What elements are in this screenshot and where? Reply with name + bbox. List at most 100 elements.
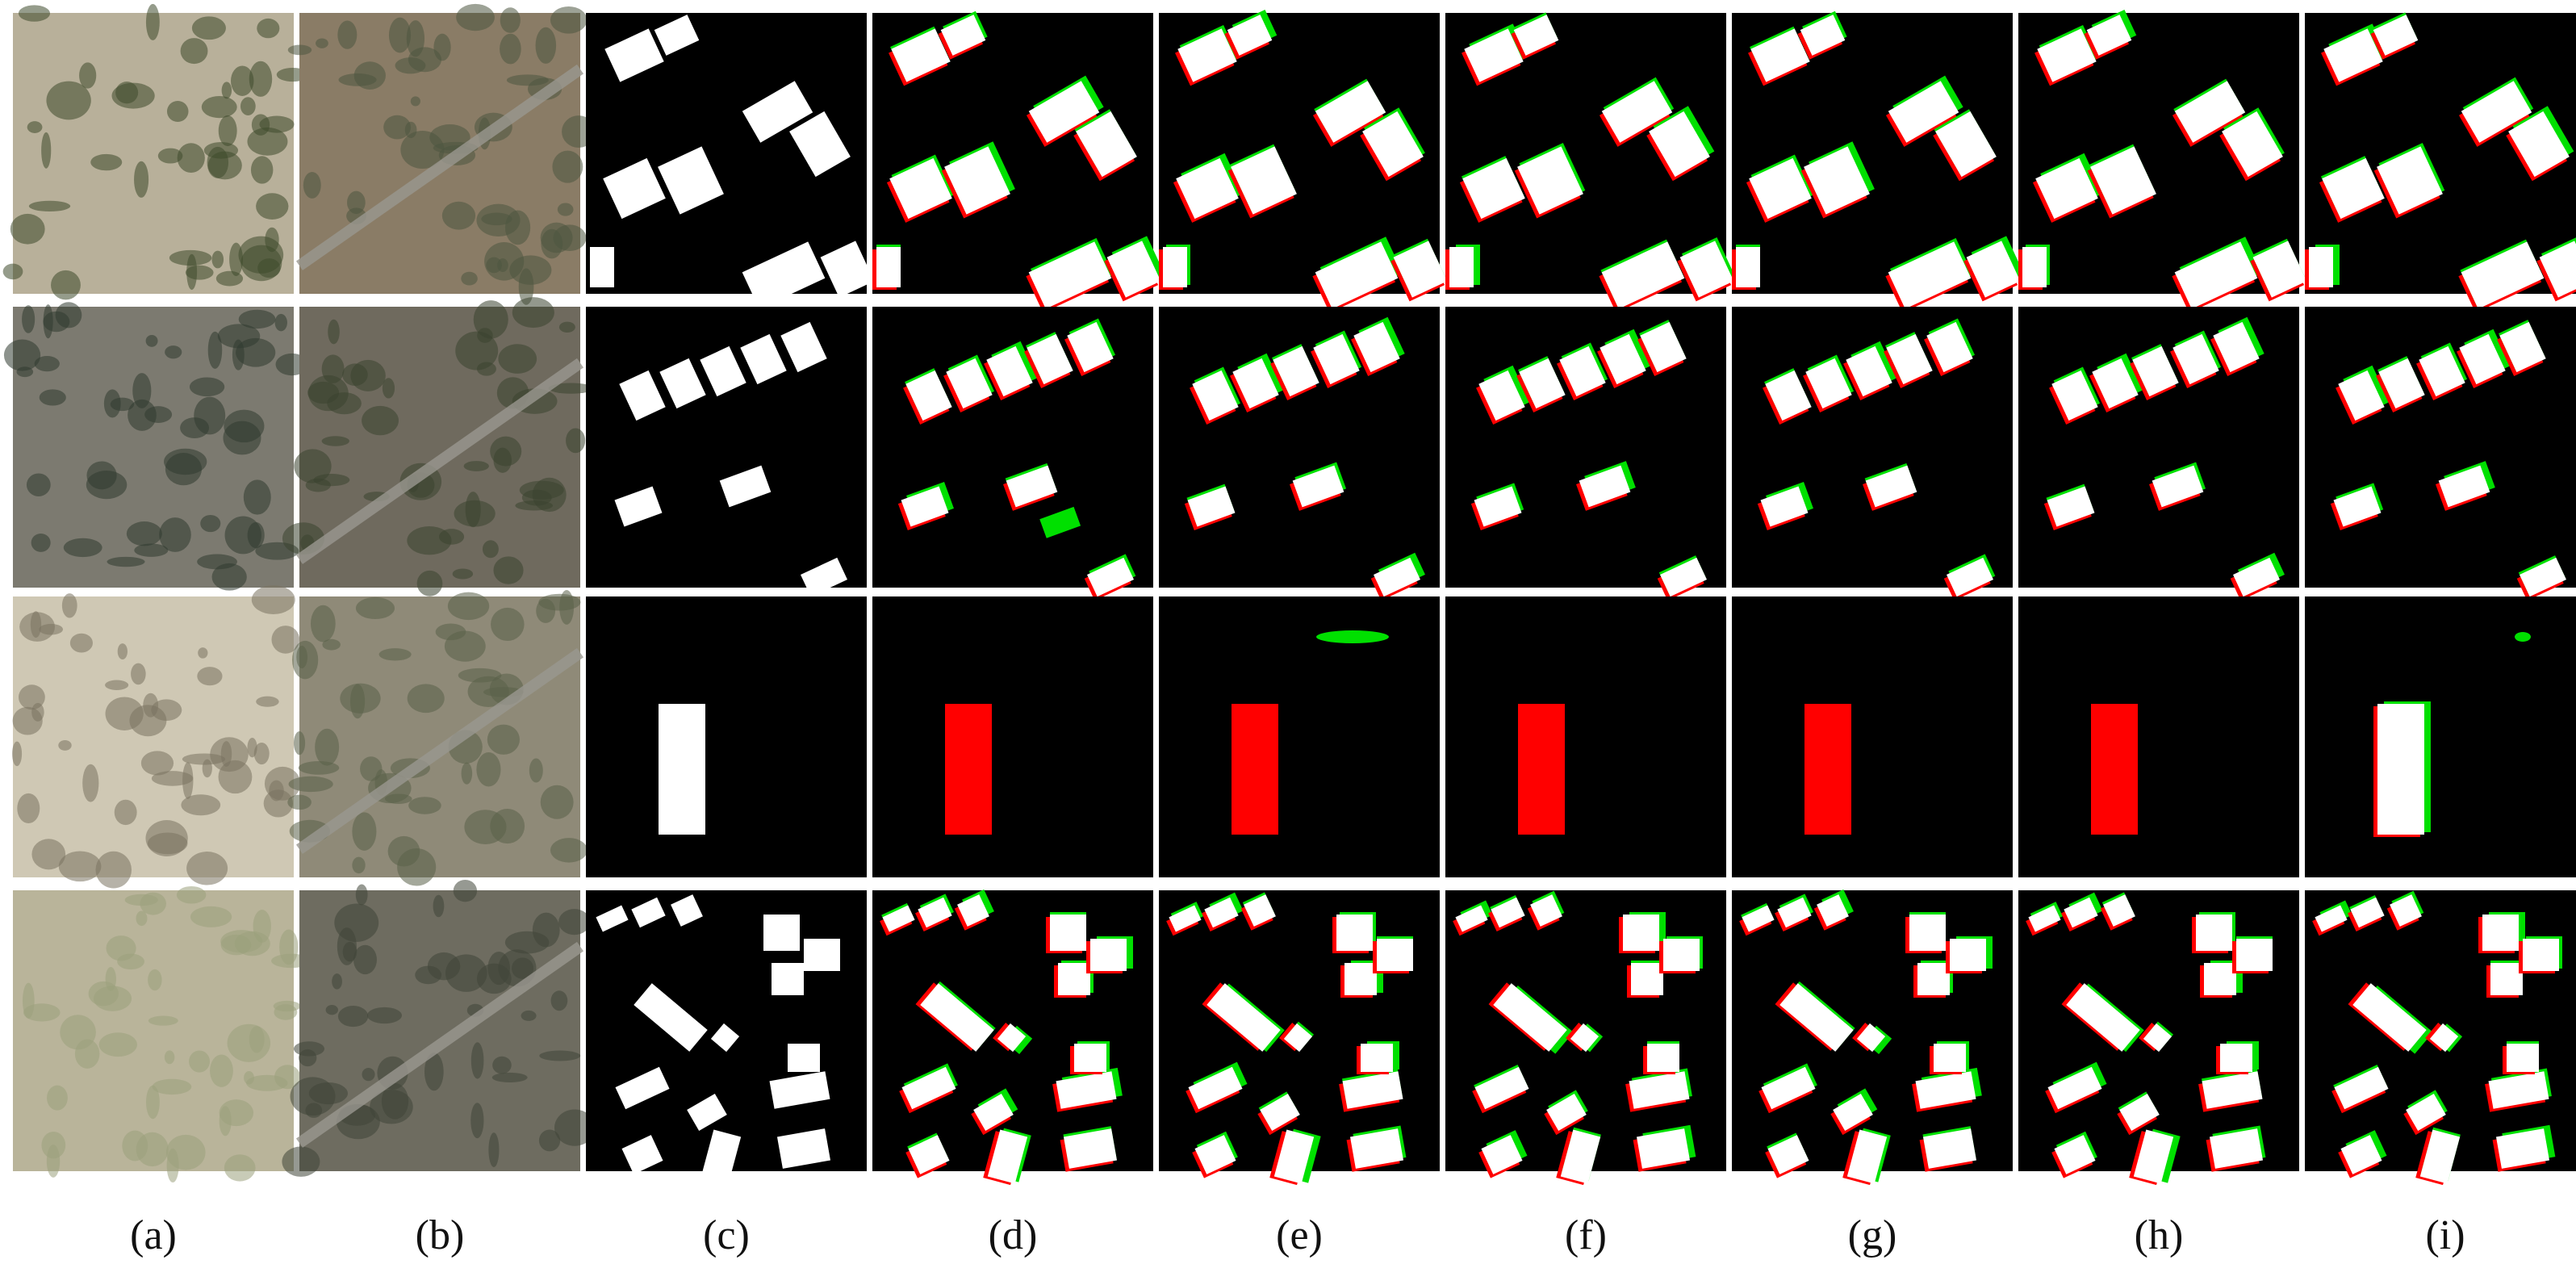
building [1663, 939, 1700, 971]
building [780, 321, 827, 373]
building [2196, 915, 2232, 951]
building [1856, 1023, 1886, 1053]
building [1067, 321, 1114, 373]
building [1629, 1071, 1690, 1109]
mask-image [2018, 596, 2299, 877]
building [1336, 915, 1373, 951]
building [700, 1129, 742, 1184]
building [631, 897, 666, 928]
building [1176, 157, 1239, 220]
panel-label: (c) [703, 1212, 750, 1258]
building-missed [1518, 704, 1565, 835]
building [1177, 28, 1237, 82]
building [1846, 345, 1892, 397]
aerial-image [299, 596, 580, 877]
building [2037, 28, 2097, 82]
building [1950, 939, 1986, 971]
building [1934, 1044, 1966, 1072]
building [742, 241, 826, 309]
building [1966, 241, 2021, 298]
building [1647, 1044, 1679, 1072]
building-missed [2091, 704, 2138, 835]
building [1736, 247, 1760, 287]
building [2429, 1023, 2459, 1053]
panel-label: (e) [1276, 1212, 1323, 1258]
building [1056, 1071, 1117, 1109]
building [1231, 146, 1297, 215]
building [769, 1071, 830, 1109]
building [1361, 1044, 1393, 1072]
panel [586, 13, 875, 309]
building [986, 345, 1033, 397]
building [1283, 1023, 1313, 1053]
building [2373, 15, 2419, 56]
building [2539, 241, 2576, 298]
panel [1732, 307, 2013, 601]
building [1679, 241, 1734, 298]
building [1560, 1129, 1601, 1184]
building [1660, 557, 1707, 597]
building [1640, 321, 1687, 373]
building [1926, 321, 1973, 373]
building [2054, 1135, 2096, 1174]
false-positive [2515, 632, 2531, 642]
building [1917, 963, 1950, 995]
building [1517, 146, 1583, 215]
building [2334, 1066, 2389, 1110]
building [1464, 28, 1524, 82]
panel [1445, 890, 1726, 1186]
building [1601, 81, 1673, 143]
building [1749, 157, 1812, 220]
building [2090, 146, 2156, 215]
building [1028, 241, 1112, 309]
building [1601, 241, 1685, 309]
building [2047, 486, 2095, 527]
building [876, 247, 901, 287]
building [2233, 557, 2280, 597]
panel [2018, 890, 2299, 1186]
building [1462, 157, 1525, 220]
building [1761, 1066, 1816, 1110]
building [590, 247, 614, 287]
building [2051, 370, 2098, 421]
building [905, 370, 952, 421]
building [1227, 15, 1273, 56]
building [2152, 465, 2204, 508]
building [1106, 241, 1161, 298]
building [619, 370, 666, 421]
false-positive [1039, 506, 1081, 538]
building [2507, 1044, 2539, 1072]
building [2438, 465, 2490, 508]
building [801, 557, 847, 597]
building [2222, 111, 2283, 178]
building [1623, 915, 1659, 951]
building [1188, 1066, 1243, 1110]
panel [2, 3, 309, 300]
building [614, 486, 663, 527]
building-missed [1232, 704, 1278, 835]
panel [1445, 12, 1736, 313]
building [1760, 486, 1809, 527]
building [1244, 894, 1276, 927]
building [1050, 915, 1086, 951]
building [1006, 465, 1058, 508]
building [654, 15, 700, 56]
building [901, 486, 949, 527]
building [1292, 465, 1344, 508]
building [1804, 146, 1870, 215]
mask-image [2305, 596, 2576, 877]
building [2309, 247, 2333, 287]
panel [872, 596, 1153, 877]
building [1353, 321, 1400, 373]
building [2338, 370, 2385, 421]
panel-label: (g) [1848, 1212, 1897, 1258]
building [918, 897, 952, 928]
building [2172, 333, 2219, 385]
building [1947, 557, 1993, 597]
building [1915, 1071, 1976, 1109]
building [2143, 1023, 2172, 1053]
panel [11, 584, 301, 889]
building [940, 15, 986, 56]
